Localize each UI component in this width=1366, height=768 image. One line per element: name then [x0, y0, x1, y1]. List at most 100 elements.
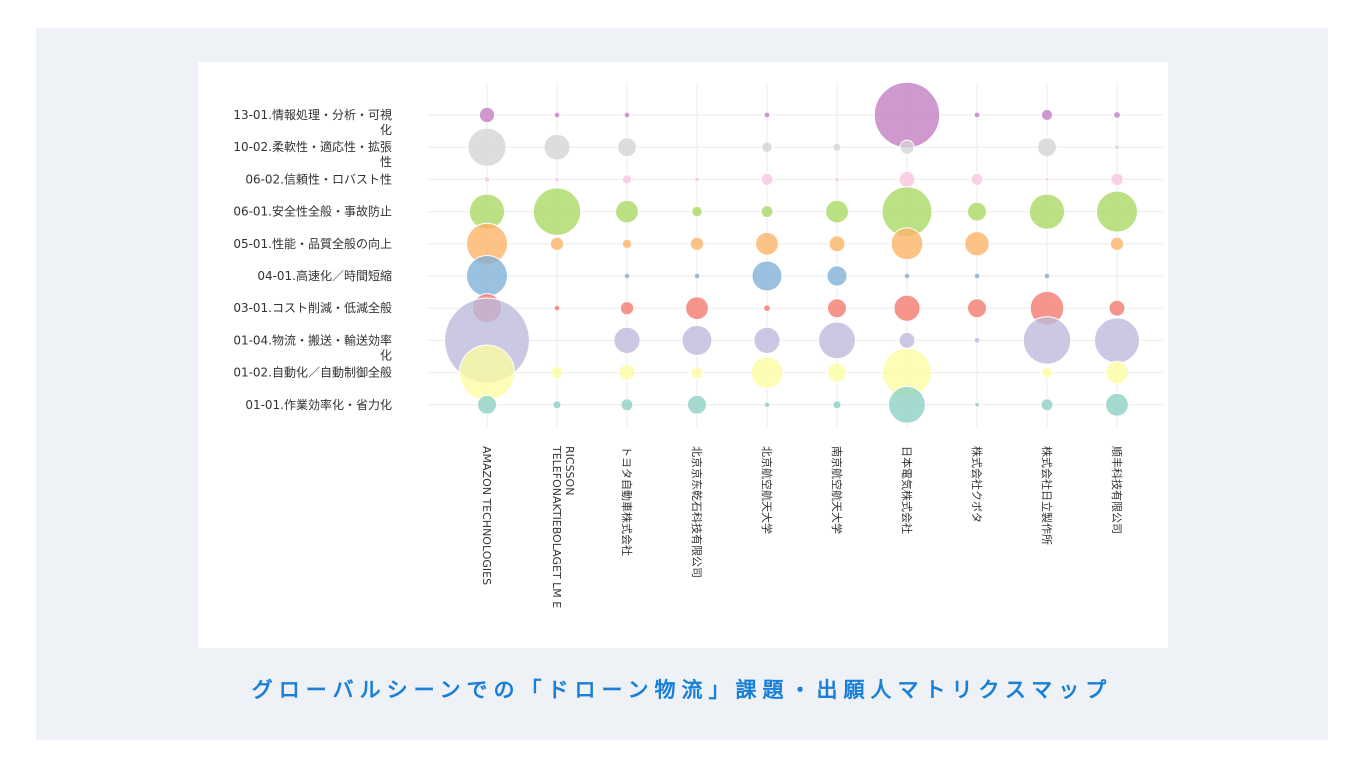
bubble [832, 400, 842, 410]
bubble [1028, 193, 1066, 230]
bubble [554, 176, 560, 183]
y-tick-label-line: 10-02.柔軟性・適応性・拡張 [233, 139, 392, 154]
y-tick-label-line: 05-01.性能・品質全般の向上 [233, 236, 392, 251]
x-tick-label-line: トヨタ自動車株式会社 [620, 446, 634, 556]
bubble [549, 236, 565, 252]
bubble [826, 265, 848, 287]
bubble [1114, 144, 1120, 151]
bubble [763, 401, 771, 409]
bubble [834, 176, 840, 183]
y-tick-label-line: 01-02.自動化／自動制御全般 [233, 365, 392, 380]
bubble [623, 272, 631, 280]
bubble [532, 187, 582, 236]
y-tick-label-line: 13-01.情報処理・分析・可視 [233, 107, 392, 122]
bubble [467, 127, 507, 167]
bubble [1040, 108, 1054, 122]
y-tick-label-line: 03-01.コスト削減・低減全般 [233, 300, 392, 315]
x-tick-label: 日本電気株式会社 [900, 446, 914, 534]
bubble [617, 137, 637, 158]
bubble [750, 356, 784, 390]
x-tick-label-line: 株式会社クボタ [970, 446, 984, 523]
bubble [751, 260, 783, 292]
bubble [903, 272, 911, 280]
bubble [755, 231, 779, 256]
bubble [1040, 366, 1054, 379]
bubble [1108, 299, 1126, 317]
gridlines [428, 82, 1163, 427]
x-tick-label-line: TELEFONAKTIEBOLAGET LM E [550, 445, 563, 608]
bubble [973, 272, 981, 280]
bubble [760, 172, 774, 186]
bubble [689, 236, 705, 252]
bubble [1105, 360, 1129, 385]
bubble [898, 170, 916, 188]
bubble [873, 81, 941, 149]
bubble [893, 294, 921, 322]
x-tick-label-line: AMAZON TECHNOLOGIES [480, 446, 493, 585]
bubble [550, 366, 564, 380]
figure-caption: グローバルシーンでの「ドローン物流」課題・出願人マトリクスマップ [251, 678, 1113, 702]
bubble [623, 111, 631, 119]
y-tick-label: 01-04.物流・搬送・輸送効率化 [233, 332, 392, 362]
bubble [619, 301, 635, 316]
x-tick-label: 株式会社クボタ [970, 446, 984, 523]
bubble [1113, 111, 1121, 119]
y-tick-label-line: 化 [380, 123, 392, 137]
y-tick-label: 03-01.コスト削減・低減全般 [233, 300, 392, 315]
bubble [1022, 316, 1072, 365]
bubble [1037, 137, 1057, 158]
bubble [825, 199, 849, 224]
bubble [552, 400, 562, 410]
bubble [691, 205, 703, 218]
y-tick-label-line: 01-04.物流・搬送・輸送効率 [233, 332, 392, 347]
bubble [761, 141, 773, 153]
bubble [620, 398, 634, 412]
bubble [543, 133, 571, 161]
x-tick-label: トヨタ自動車株式会社 [620, 446, 634, 556]
bubble [967, 201, 987, 222]
y-tick-label-line: 06-01.安全性全般・事故防止 [233, 204, 392, 219]
y-tick-label: 06-01.安全性全般・事故防止 [233, 204, 392, 219]
bubble [621, 174, 633, 185]
bubble [1096, 190, 1138, 233]
bubble [1043, 272, 1051, 280]
x-tick-label: 北京航空航天大学 [760, 446, 774, 534]
bubble [685, 296, 709, 321]
bubble [890, 227, 924, 261]
bubble [466, 255, 508, 297]
bubble [621, 238, 633, 250]
y-tick-label-line: 06-02.信頼性・ロバスト性 [245, 172, 392, 186]
bubble [753, 326, 781, 354]
bubble [1044, 176, 1050, 182]
bubble [690, 366, 704, 380]
bubble [687, 394, 707, 415]
bubble [1109, 236, 1125, 252]
x-tick-label: 北京京东乾石科技有限公司 [690, 446, 704, 578]
bubble [967, 298, 987, 319]
bubble [973, 337, 981, 344]
bubble [760, 205, 774, 219]
y-tick-label: 05-01.性能・品質全般の向上 [233, 236, 392, 251]
bubble [888, 385, 926, 424]
x-tick-label: 南京航空航天大学 [830, 446, 844, 534]
bubble [459, 344, 515, 401]
bubble [828, 235, 846, 253]
bubble [618, 364, 636, 382]
y-tick-label-line: 化 [380, 348, 392, 362]
bubble [615, 199, 639, 224]
x-tick-label: AMAZON TECHNOLOGIES [480, 446, 493, 585]
x-tick-label: 顺丰科技有限公司 [1110, 446, 1124, 534]
bubble [970, 172, 984, 186]
bubble [681, 324, 713, 356]
x-tick-label-line: 南京航空航天大学 [830, 446, 844, 534]
bubble [763, 304, 771, 313]
x-tick-label-line: 北京航空航天大学 [760, 446, 774, 534]
y-tick-label: 13-01.情報処理・分析・可視化 [233, 107, 392, 137]
x-axis-labels: AMAZON TECHNOLOGIES TELEFONAKTIEBOLAGET L… [480, 445, 1124, 608]
x-tick-label-line: 日本電気株式会社 [900, 446, 914, 534]
bubble [899, 139, 915, 155]
bubble [827, 362, 847, 383]
x-tick-label: TELEFONAKTIEBOLAGET LM ERICSSON [550, 445, 576, 608]
bubble [827, 298, 847, 319]
bubble [613, 326, 641, 354]
